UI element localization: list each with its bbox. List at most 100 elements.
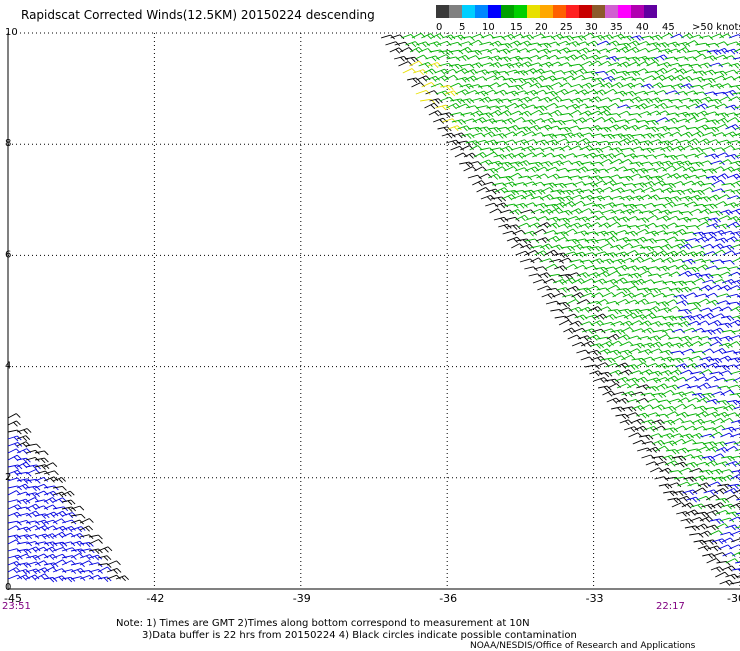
wind-barb xyxy=(547,288,560,292)
wind-barb xyxy=(421,34,434,40)
wind-barb xyxy=(595,216,608,220)
wind-barb xyxy=(490,41,502,46)
wind-barb xyxy=(534,106,547,111)
wind-barb xyxy=(504,167,517,171)
wind-barb xyxy=(681,34,693,40)
wind-barb xyxy=(678,321,690,326)
wind-barb xyxy=(725,49,738,54)
wind-barb xyxy=(623,293,636,298)
wind-barb xyxy=(643,181,656,186)
wind-barb xyxy=(89,569,103,573)
wind-barb xyxy=(458,126,471,131)
wind-barb xyxy=(666,450,679,455)
wind-barb xyxy=(657,62,671,67)
wind-barb xyxy=(687,483,701,487)
wind-barb xyxy=(631,245,645,249)
wind-barb xyxy=(626,125,640,130)
wind-barb xyxy=(551,147,565,151)
wind-barb xyxy=(516,239,531,244)
wind-barb xyxy=(566,216,580,220)
wind-barb xyxy=(563,328,575,333)
wind-barb xyxy=(62,491,74,496)
wind-barb xyxy=(690,517,703,521)
wind-barb xyxy=(557,218,570,223)
wind-barb xyxy=(572,342,585,346)
wind-barb xyxy=(656,363,669,368)
wind-barb xyxy=(722,566,736,571)
wind-barb xyxy=(500,63,514,68)
wind-barb xyxy=(650,342,662,347)
wind-barb xyxy=(586,169,600,174)
wind-barb xyxy=(641,84,654,89)
wind-barb xyxy=(714,488,727,494)
wind-barb xyxy=(729,63,740,68)
wind-barb xyxy=(698,139,710,144)
wind-barb xyxy=(547,174,560,179)
wind-barb xyxy=(611,407,625,412)
wind-barb xyxy=(640,246,654,251)
wind-barb xyxy=(504,204,518,208)
start-time-label: 23:51 xyxy=(2,601,31,612)
wind-barb xyxy=(695,237,709,242)
wind-barb xyxy=(26,569,40,574)
wind-barb xyxy=(676,512,690,517)
wind-barb xyxy=(613,153,626,157)
wind-barb xyxy=(711,567,724,572)
wind-barb xyxy=(624,313,638,319)
wind-barb xyxy=(590,196,604,201)
wind-barb xyxy=(472,181,485,187)
latitude-tick-label: 2 xyxy=(5,472,11,483)
wind-barb xyxy=(390,48,403,53)
wind-barb xyxy=(546,301,561,305)
wind-barb xyxy=(566,42,580,47)
wind-barb xyxy=(659,370,672,375)
wind-barb xyxy=(629,309,642,314)
wind-barb xyxy=(728,342,740,346)
wind-barb xyxy=(577,273,590,278)
wind-barb xyxy=(712,503,725,509)
wind-barb xyxy=(642,328,654,333)
wind-barb xyxy=(691,433,703,438)
wind-barb xyxy=(634,237,647,242)
wind-barb xyxy=(722,146,735,150)
wind-barb xyxy=(694,540,707,545)
wind-barb xyxy=(494,90,507,95)
wind-barb xyxy=(676,42,690,47)
wind-barb xyxy=(424,69,436,74)
wind-barb xyxy=(701,187,714,192)
wind-barb xyxy=(695,363,709,368)
wind-barb xyxy=(558,223,572,228)
wind-barb xyxy=(702,554,716,559)
wind-barb xyxy=(89,535,102,539)
longitude-tick-label: -42 xyxy=(146,592,164,605)
wind-barb xyxy=(470,98,484,102)
wind-barb xyxy=(723,90,737,95)
wind-barb xyxy=(71,514,85,518)
wind-barb xyxy=(617,125,630,130)
wind-barb xyxy=(580,61,594,66)
wind-barb xyxy=(514,71,528,76)
wind-barb xyxy=(615,265,628,270)
wind-barb xyxy=(26,444,40,448)
wind-barb xyxy=(556,57,569,61)
latitude-tick-label: 0 xyxy=(5,582,11,593)
wind-barb xyxy=(8,521,22,525)
wind-barb xyxy=(518,41,532,46)
wind-barb xyxy=(590,247,603,252)
wind-barb xyxy=(641,148,655,153)
wind-barb xyxy=(576,167,588,172)
wind-barb xyxy=(604,314,617,319)
wind-barb xyxy=(640,370,654,376)
wind-barb xyxy=(709,99,722,104)
wind-barb xyxy=(576,350,589,354)
wind-barb xyxy=(547,223,559,228)
wind-barb xyxy=(8,535,21,540)
wind-barb xyxy=(607,398,620,403)
wind-barb xyxy=(648,195,660,200)
wind-barb xyxy=(606,285,620,290)
wind-barb xyxy=(650,162,664,167)
wind-barb xyxy=(702,280,715,284)
wind-barb xyxy=(607,41,620,46)
note-line-2: 3)Data buffer is 22 hrs from 20150224 4)… xyxy=(142,630,577,641)
wind-barb xyxy=(671,75,684,81)
